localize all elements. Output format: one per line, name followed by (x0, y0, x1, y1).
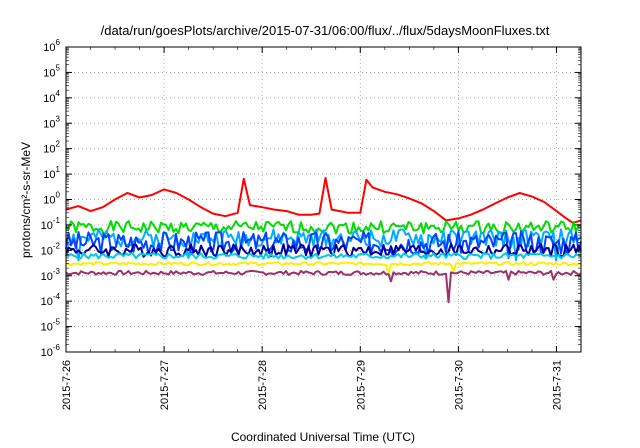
y-tick-label: 104 (43, 89, 60, 105)
x-tick-label: 2015-7-30 (453, 360, 465, 410)
x-tick-label: 2015-7-27 (159, 360, 171, 410)
y-tick-label: 10-5 (41, 318, 61, 334)
x-tick-label: 2015-7-28 (257, 360, 269, 410)
y-tick-label: 10-1 (41, 216, 61, 232)
series-layer (65, 177, 582, 304)
series-line-8 (65, 269, 582, 304)
series-line-1 (65, 177, 582, 224)
y-tick-label: 10-2 (41, 241, 61, 257)
y-tick-label: 102 (43, 140, 60, 156)
y-tick-label: 10-4 (41, 292, 61, 308)
y-tick-label: 105 (43, 63, 60, 79)
y-tick-label: 103 (43, 114, 60, 130)
y-tick-label: 101 (43, 165, 60, 181)
tick-layer: 10-6 10-5 10-4 10-3 10-2 10-1 100 101 102 103 104 1… (41, 38, 581, 410)
series-line-7 (65, 261, 582, 275)
x-tick-label: 2015-7-29 (355, 360, 367, 410)
y-tick-label: 106 (43, 38, 60, 54)
x-tick-label: 2015-7-31 (551, 360, 563, 410)
grid (66, 47, 581, 352)
y-tick-label: 10-3 (41, 267, 61, 283)
series-line-6 (65, 252, 582, 260)
series-line-4 (65, 230, 582, 259)
y-tick-label: 10-6 (41, 343, 61, 359)
x-tick-label: 2015-7-26 (61, 360, 73, 410)
x-axis-label: Coordinated Universal Time (UTC) (231, 430, 415, 444)
y-tick-label: 100 (43, 191, 60, 207)
y-axis-label: protons/cm²-s-sr-MeV (19, 142, 33, 258)
chart-title: /data/run/goesPlots/archive/2015-07-31/0… (101, 23, 550, 38)
